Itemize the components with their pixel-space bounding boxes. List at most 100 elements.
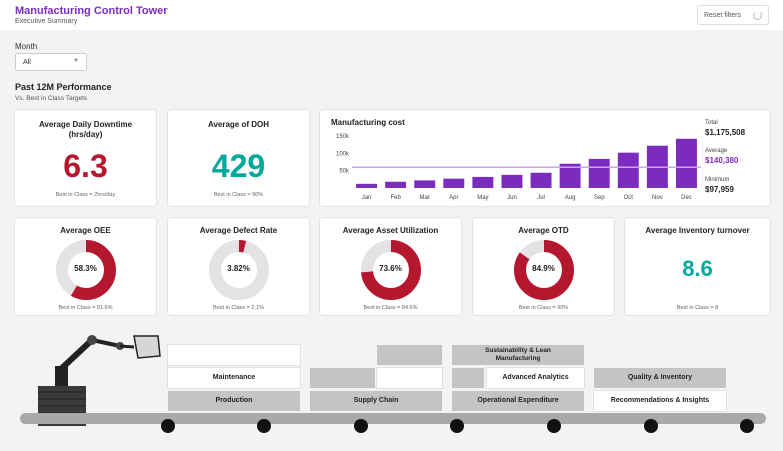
chevron-down-icon: ▼ xyxy=(73,58,79,64)
defect-foot: Best in Class = 2.1% xyxy=(213,305,264,311)
downtime-title: Average Daily Downtime (hrs/day) xyxy=(38,120,133,140)
asset-card: Average Asset Utilization 73.6% Best in … xyxy=(320,218,461,315)
donut-arc xyxy=(513,240,574,300)
inventory-value: 8.6 xyxy=(682,256,713,281)
x-tick-label: Dec xyxy=(681,195,692,201)
cost-bar xyxy=(356,183,378,188)
tile-supply-chain[interactable]: Supply Chain xyxy=(310,391,442,411)
tile-advanced-analytics[interactable]: Advanced Analytics xyxy=(487,368,584,388)
x-tick-label: Feb xyxy=(390,195,401,201)
y-tick-label: 100k xyxy=(336,151,350,157)
cost-bar-chart: 150k 100k 50k Jan Feb Mar Apr May Jun Jul Aug Sep Oc… xyxy=(336,134,701,201)
doh-card: Average of DOH 429 Best in Class = 90% xyxy=(168,110,309,206)
reset-filters-label: Reset filters xyxy=(704,11,741,19)
x-tick-label: Jan xyxy=(362,195,372,201)
cost-bar xyxy=(675,138,697,188)
tile-blank-top xyxy=(168,345,300,365)
minimum-label: Minimum xyxy=(705,177,730,183)
defect-donut xyxy=(208,240,269,300)
otd-donut xyxy=(513,240,574,300)
total-label: Total xyxy=(705,120,718,126)
header-bar: Manufacturing Control Tower Executive Su… xyxy=(0,0,783,30)
conveyor-wheel xyxy=(161,419,175,433)
tile-blank-2 xyxy=(310,368,375,388)
app-title: Manufacturing Control Tower xyxy=(15,5,168,17)
donut-arc xyxy=(55,240,116,300)
section-title: Past 12M Performance xyxy=(15,82,112,92)
conveyor-wheel xyxy=(354,419,368,433)
cost-bar xyxy=(414,180,436,188)
conveyor-belt xyxy=(20,413,766,424)
oee-card: Average OEE 58.3% Best in Class = 81.6% xyxy=(15,218,156,315)
refresh-icon xyxy=(753,11,762,20)
cost-bar xyxy=(617,152,639,188)
cost-title: Manufacturing cost xyxy=(331,118,405,127)
inventory-title: Average Inventory turnover xyxy=(645,226,750,235)
cost-bar xyxy=(443,178,465,188)
tile-blank-3 xyxy=(377,368,442,388)
cost-bar xyxy=(559,163,581,188)
x-tick-label: Sep xyxy=(594,195,605,201)
inventory-foot: Best in Class = 8 xyxy=(676,305,719,311)
cost-bar xyxy=(472,176,494,188)
tile-recommendations[interactable]: Recommendations & Insights xyxy=(594,391,726,411)
donut-arc xyxy=(208,240,269,300)
asset-title: Average Asset Utilization xyxy=(342,226,439,235)
conveyor-wheel xyxy=(740,419,754,433)
downtime-foot: Best in Class = 2hrs/day xyxy=(55,192,116,198)
asset-foot: Best in Class = 84.6% xyxy=(363,305,418,311)
x-tick-label: Nov xyxy=(652,195,663,201)
downtime-card: Average Daily Downtime (hrs/day) 6.3 Bes… xyxy=(15,110,156,206)
x-tick-label: Jun xyxy=(507,195,517,201)
oee-value: 58.3% xyxy=(74,264,97,273)
month-select[interactable]: All ▼ xyxy=(15,53,87,71)
defect-title: Average Defect Rate xyxy=(199,226,278,235)
x-tick-label: Aug xyxy=(565,195,576,201)
conveyor-wheel xyxy=(644,419,658,433)
tile-blank-4 xyxy=(452,368,484,388)
month-filter-label: Month xyxy=(15,42,38,51)
tile-quality-inventory[interactable]: Quality & Inventory xyxy=(594,368,726,388)
inventory-card: Average Inventory turnover 8.6 Best in C… xyxy=(625,218,770,315)
tile-maintenance[interactable]: Maintenance xyxy=(168,368,300,388)
total-value: $1,175,508 xyxy=(705,128,746,137)
doh-value: 429 xyxy=(211,148,266,184)
donut-arc xyxy=(360,240,421,300)
x-tick-label: Apr xyxy=(449,195,458,201)
minimum-value: $97,959 xyxy=(705,185,734,194)
x-tick-label: May xyxy=(477,195,488,201)
x-tick-label: Mar xyxy=(420,195,430,201)
oee-foot: Best in Class = 81.6% xyxy=(58,305,113,311)
x-tick-label: Oct xyxy=(624,195,634,201)
asset-donut xyxy=(360,240,421,300)
tile-production[interactable]: Production xyxy=(168,391,300,411)
oee-title: Average OEE xyxy=(60,226,111,235)
tile-blank-1 xyxy=(377,345,442,365)
otd-value: 84.9% xyxy=(532,264,555,273)
conveyor-wheel xyxy=(257,419,271,433)
asset-value: 73.6% xyxy=(379,264,402,273)
oee-donut xyxy=(55,240,116,300)
y-tick-label: 50k xyxy=(339,169,350,175)
cost-bar xyxy=(501,174,523,188)
otd-card: Average OTD 84.9% Best in Class = 90% xyxy=(473,218,614,315)
cost-bar xyxy=(588,158,610,188)
app-subtitle: Executive Summary xyxy=(15,18,78,25)
otd-foot: Best in Class = 90% xyxy=(518,305,569,311)
tile-sustainability[interactable]: Sustainability & Lean Manufacturing xyxy=(452,345,584,365)
cost-bar xyxy=(530,172,552,188)
otd-title: Average OTD xyxy=(518,226,569,235)
average-value: $140,380 xyxy=(705,156,739,165)
section-subtitle: Vs. Best in Class Targets xyxy=(15,95,88,102)
y-tick-label: 150k xyxy=(336,134,350,140)
month-select-value: All xyxy=(23,58,31,66)
x-tick-label: Jul xyxy=(537,195,545,201)
doh-foot: Best in Class = 90% xyxy=(213,192,264,198)
defect-card: Average Defect Rate 3.82% Best in Class … xyxy=(168,218,309,315)
downtime-value: 6.3 xyxy=(63,148,108,184)
conveyor-wheel xyxy=(547,419,561,433)
cost-bar xyxy=(385,181,407,188)
defect-value: 3.82% xyxy=(227,264,250,273)
tile-operational-expenditure[interactable]: Operational Expenditure xyxy=(452,391,584,411)
reset-filters-button[interactable]: Reset filters xyxy=(697,5,769,25)
